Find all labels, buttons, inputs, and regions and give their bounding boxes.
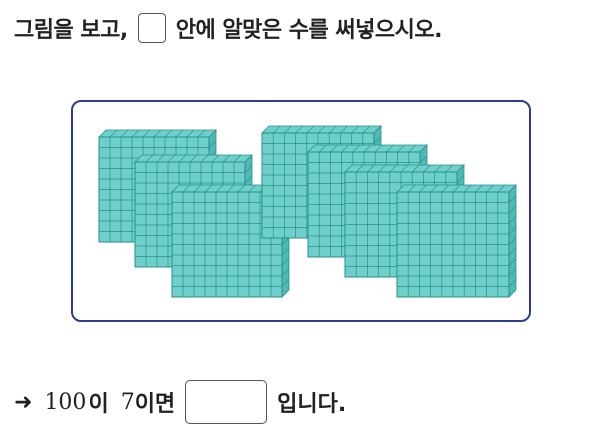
question-text: 그림을 보고, 안에 알맞은 수를 써넣으시오. <box>14 10 442 46</box>
question-after-blank: 안에 알맞은 수를 써넣으시오. <box>175 18 443 43</box>
question-before-blank: 그림을 보고, <box>14 18 128 43</box>
count-suffix: 이면 <box>134 392 176 417</box>
hundred-block <box>396 184 517 298</box>
answer-input-box[interactable] <box>185 380 268 424</box>
particle-text: 이 <box>88 392 109 417</box>
count-number: 7 <box>120 389 135 415</box>
hundred-number: 100 <box>44 389 87 415</box>
ending-text: 입니다. <box>277 392 347 417</box>
answer-line: ➜ 100 이 7 이면 입니다. <box>14 380 346 424</box>
arrow-icon: ➜ <box>14 389 33 415</box>
figure-frame <box>71 100 531 322</box>
hundred-blocks-figure <box>98 125 517 298</box>
question-blank-box <box>137 13 166 43</box>
